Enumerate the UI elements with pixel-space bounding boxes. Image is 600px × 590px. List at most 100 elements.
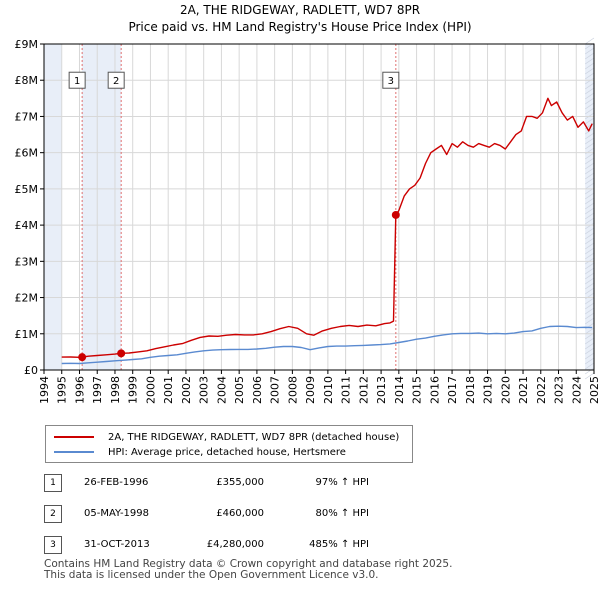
hatch-line xyxy=(584,342,595,350)
sale-points xyxy=(78,210,400,362)
legend-swatch-hpi xyxy=(54,451,94,453)
hatch-line xyxy=(584,207,595,215)
hatch-line xyxy=(584,52,595,60)
sale-marker-label: 3 xyxy=(388,76,394,87)
hatch-line xyxy=(584,72,595,80)
x-tick-label: 2021 xyxy=(517,376,530,404)
footer-attribution: Contains HM Land Registry data © Crown c… xyxy=(44,559,452,581)
hatch-line xyxy=(584,97,595,105)
legend-label-property: 2A, THE RIDGEWAY, RADLETT, WD7 8PR (deta… xyxy=(108,431,400,443)
x-tick-label: 2025 xyxy=(588,376,600,404)
sale-point xyxy=(391,210,400,219)
hatch-line xyxy=(584,127,595,135)
hatch-line xyxy=(584,77,595,85)
sale-number-badge: 1 xyxy=(44,474,62,492)
legend-entry-property: 2A, THE RIDGEWAY, RADLETT, WD7 8PR (deta… xyxy=(54,430,399,444)
sale-date: 26-FEB-1996 xyxy=(84,477,149,488)
sale-marker-label: 1 xyxy=(74,76,80,87)
hatch-line xyxy=(584,92,595,100)
y-tick-label: £4M xyxy=(15,219,39,232)
hatch-line xyxy=(584,82,595,90)
x-tick-label: 2015 xyxy=(411,376,424,404)
y-tick-label: £7M xyxy=(15,110,39,123)
sale-point xyxy=(117,349,126,358)
x-tick-label: 1994 xyxy=(38,376,51,404)
sale-price: £4,280,000 xyxy=(206,539,264,550)
sale-marker-box xyxy=(68,71,86,89)
price-chart: £0£1M£2M£3M£4M£5M£6M£7M£8M£9M 1994 1995 19… xyxy=(15,37,600,404)
hatch-line xyxy=(584,132,595,140)
hatch-line xyxy=(584,327,595,335)
hatch-line xyxy=(584,287,595,295)
x-tick-label: 2001 xyxy=(162,376,175,404)
shaded-ranges xyxy=(44,37,595,380)
hatch-line xyxy=(584,317,595,325)
x-tick-label: 2007 xyxy=(269,376,282,404)
hatch-line xyxy=(584,312,595,320)
legend-swatch-property xyxy=(54,436,94,438)
x-tick-label: 2020 xyxy=(499,376,512,404)
footer-line-licence: This data is licensed under the Open Gov… xyxy=(44,569,379,581)
hatch-line xyxy=(584,182,595,190)
sale-marker-label: 2 xyxy=(113,76,119,87)
x-tick-label: 2002 xyxy=(180,376,193,404)
hatch-line xyxy=(584,137,595,145)
x-tick-label: 2023 xyxy=(553,376,566,404)
hatch-line xyxy=(584,117,595,125)
x-axis: 1994 1995 1996 1997 1998 1999 2000 2001 2002 2003… xyxy=(38,370,600,404)
x-tick-label: 2004 xyxy=(215,376,228,404)
x-tick-label: 2016 xyxy=(428,376,441,404)
hatch-line xyxy=(584,242,595,250)
hatch-line xyxy=(584,352,595,360)
y-tick-label: £3M xyxy=(15,255,39,268)
hatch-line xyxy=(584,262,595,270)
sale-point xyxy=(78,353,87,362)
x-tick-label: 2005 xyxy=(233,376,246,404)
legend: 2A, THE RIDGEWAY, RADLETT, WD7 8PR (deta… xyxy=(45,425,413,463)
hatch-line xyxy=(584,372,595,380)
x-tick-label: 2022 xyxy=(535,376,548,404)
hatch-line xyxy=(584,307,595,315)
x-tick-label: 2008 xyxy=(286,376,299,404)
sale-markers: 1 2 3 xyxy=(68,71,400,89)
hatch-line xyxy=(584,222,595,230)
chart-subtitle-line: Price paid vs. HM Land Registry's House … xyxy=(128,20,472,34)
hatch-line xyxy=(584,347,595,355)
y-tick-label: £5M xyxy=(15,183,39,196)
y-tick-label: £1M xyxy=(15,328,39,341)
sale-hpi-change: 97% ↑ HPI xyxy=(315,477,369,488)
y-tick-label: £2M xyxy=(15,292,39,305)
footer-line-copyright: Contains HM Land Registry data © Crown c… xyxy=(44,558,453,570)
hatch-line xyxy=(584,47,595,55)
plot-frame xyxy=(43,43,595,371)
x-tick-label: 2012 xyxy=(357,376,370,404)
y-tick-label: £9M xyxy=(15,38,39,51)
hatch-line xyxy=(584,87,595,95)
legend-entry-hpi: HPI: Average price, detached house, Hert… xyxy=(54,445,346,459)
x-tick-label: 2017 xyxy=(446,376,459,404)
hatch-line xyxy=(584,202,595,210)
y-tick-label: £0 xyxy=(24,364,38,377)
hatch-line xyxy=(584,357,595,365)
hatch-line xyxy=(584,297,595,305)
hatch-line xyxy=(584,107,595,115)
x-tick-label: 2024 xyxy=(570,376,583,404)
series-lines xyxy=(61,97,593,365)
x-tick-label: 2006 xyxy=(251,376,264,404)
hatch-line xyxy=(584,252,595,260)
hatch-line xyxy=(584,367,595,375)
hatch-line xyxy=(584,157,595,165)
sale-date: 31-OCT-2013 xyxy=(84,539,150,550)
chart-title: 2A, THE RIDGEWAY, RADLETT, WD7 8PR Price… xyxy=(0,2,600,36)
shaded-range xyxy=(585,44,594,370)
hatch-line xyxy=(584,227,595,235)
x-tick-label: 2009 xyxy=(304,376,317,404)
chart-title-line: 2A, THE RIDGEWAY, RADLETT, WD7 8PR xyxy=(179,3,421,17)
sale-row: 3 31-OCT-2013 £4,280,000 485% ↑ HPI xyxy=(44,536,404,554)
hatch-line xyxy=(584,67,595,75)
legend-label-hpi: HPI: Average price, detached house, Hert… xyxy=(108,446,346,458)
sale-date: 05-MAY-1998 xyxy=(84,508,150,519)
sale-marker-box xyxy=(107,71,125,89)
hatch-line xyxy=(584,302,595,310)
x-tick-label: 2010 xyxy=(322,376,335,404)
